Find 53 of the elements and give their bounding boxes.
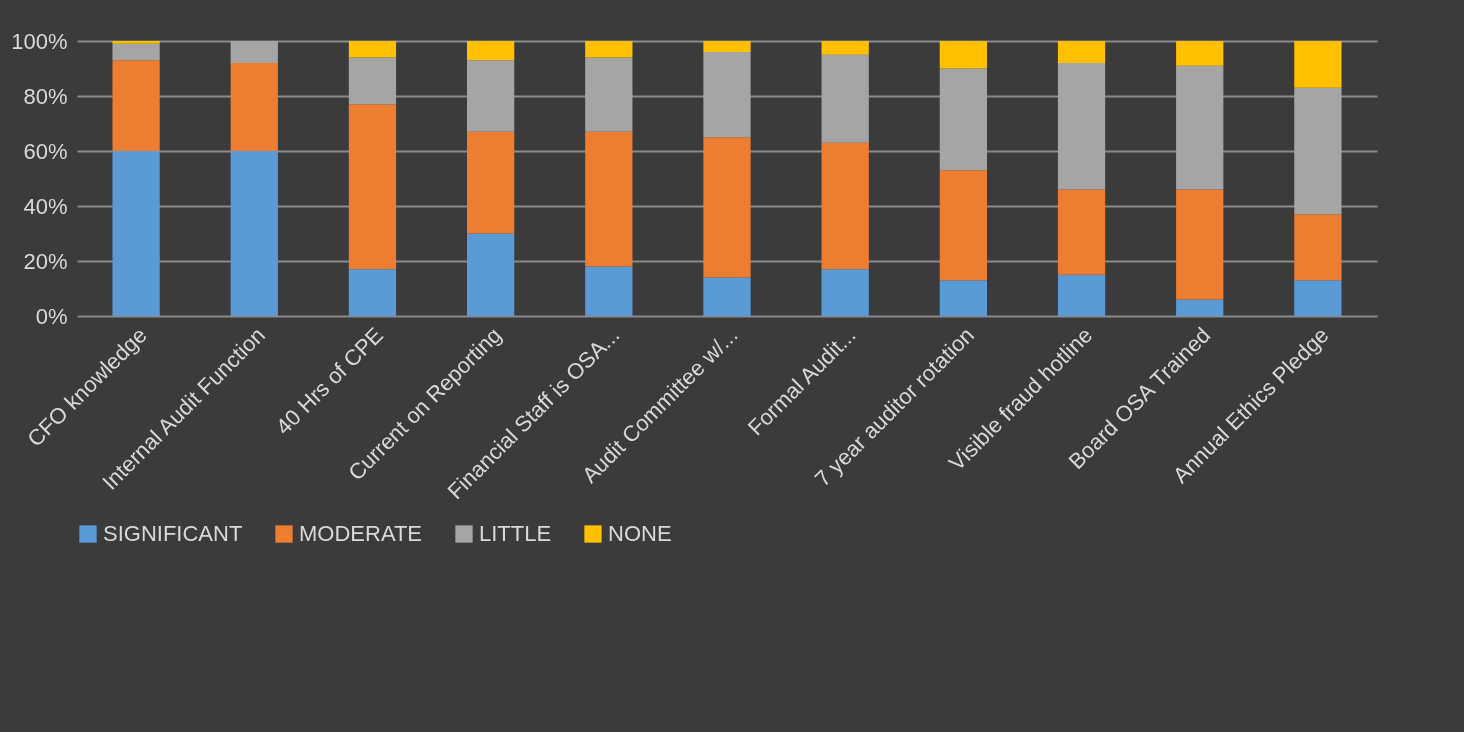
bar	[821, 142, 869, 270]
bar	[821, 54, 869, 143]
bar	[348, 41, 397, 58]
legend-label: MODERATE	[299, 521, 423, 546]
bar	[1057, 189, 1106, 275]
bar	[467, 41, 515, 61]
bar	[112, 41, 160, 44]
legend-label: SIGNIFICANT	[103, 521, 243, 546]
bar	[467, 131, 515, 234]
bar	[348, 104, 397, 270]
legend-label: NONE	[608, 521, 672, 546]
bar	[1176, 65, 1224, 190]
bar	[585, 131, 633, 267]
y-tick-label: 100%	[11, 28, 68, 54]
bar	[939, 170, 987, 281]
bar	[230, 151, 278, 316]
bar	[1176, 41, 1224, 66]
bar	[1057, 41, 1106, 63]
bar	[703, 41, 751, 52]
bar	[821, 269, 869, 316]
bar	[112, 151, 160, 316]
bar	[1057, 274, 1106, 316]
y-tick-label: 80%	[23, 83, 68, 109]
bar	[821, 41, 869, 55]
bar	[112, 43, 160, 61]
bar	[939, 280, 987, 316]
bar	[1294, 280, 1342, 316]
bar	[1176, 299, 1224, 316]
legend-label: LITTLE	[479, 521, 552, 546]
bar	[703, 137, 751, 278]
bar	[467, 60, 515, 132]
bar	[230, 41, 278, 63]
y-tick-label: 0%	[35, 303, 68, 329]
bar	[230, 63, 278, 151]
bar	[1176, 189, 1224, 300]
bar	[703, 52, 751, 138]
y-tick-label: 20%	[23, 248, 68, 274]
bar	[1294, 214, 1342, 281]
bar	[1294, 87, 1342, 215]
bar	[1294, 41, 1342, 88]
bar	[703, 277, 751, 316]
bar	[939, 41, 987, 69]
bar	[585, 41, 633, 58]
bar	[1057, 63, 1106, 190]
y-tick-label: 60%	[23, 138, 68, 164]
bar	[939, 68, 987, 171]
bar	[348, 57, 397, 105]
bar	[467, 233, 515, 316]
bar	[112, 60, 160, 151]
y-tick-label: 40%	[23, 193, 68, 219]
bar	[585, 266, 633, 316]
bar	[348, 269, 397, 316]
bar	[585, 57, 633, 132]
